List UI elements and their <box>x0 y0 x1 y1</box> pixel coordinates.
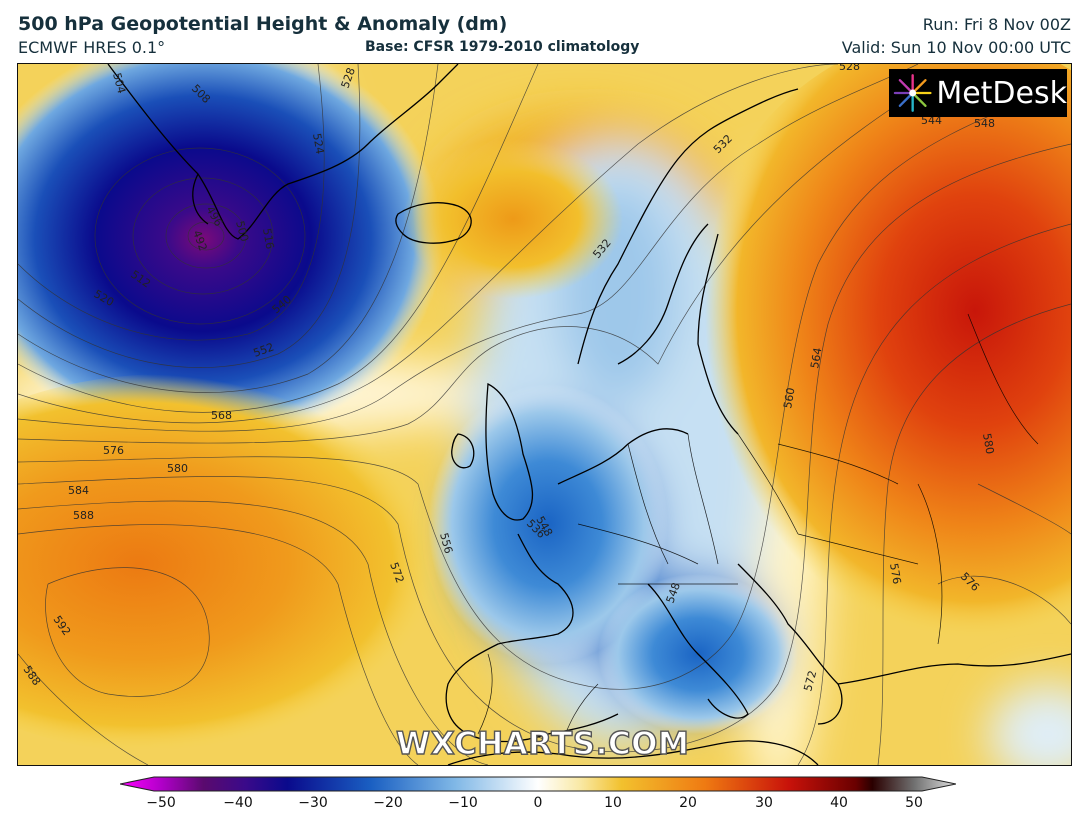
svg-text:564: 564 <box>808 347 824 370</box>
svg-text:516: 516 <box>260 227 276 250</box>
svg-text:556: 556 <box>437 531 455 555</box>
logo-text: MetDesk <box>936 75 1067 111</box>
svg-text:568: 568 <box>211 409 232 422</box>
svg-text:548: 548 <box>974 117 995 130</box>
coastlines <box>107 64 1071 765</box>
colorbar-tick: 10 <box>604 795 622 811</box>
model-name: ECMWF HRES 0.1° <box>18 38 166 57</box>
colorbar-tick: 20 <box>679 795 697 811</box>
colorbar-tick: 50 <box>905 795 923 811</box>
svg-text:504: 504 <box>110 71 128 95</box>
svg-text:560: 560 <box>781 387 797 410</box>
climatology-base: Base: CFSR 1979-2010 climatology <box>365 39 640 55</box>
svg-text:580: 580 <box>167 462 188 475</box>
svg-text:576: 576 <box>887 562 903 585</box>
height-contours <box>18 64 1071 765</box>
metdesk-logo: MetDesk <box>889 69 1067 117</box>
colorbar-tick: 0 <box>533 795 543 811</box>
valid-time: Valid: Sun 10 Nov 00:00 UTC <box>841 38 1071 57</box>
anomaly-map: 508 504 524 528 516 512 520 540 552 568 … <box>18 64 1071 765</box>
colorbar-ticks: −50 −40 −30 −20 −10 0 10 20 30 40 50 <box>0 795 1088 815</box>
chart-title: 500 hPa Geopotential Height & Anomaly (d… <box>18 13 508 35</box>
colorbar-tick: −20 <box>373 795 403 811</box>
country-borders <box>477 313 1039 755</box>
colorbar-tick: 40 <box>830 795 848 811</box>
colorbar-tick: −40 <box>223 795 253 811</box>
svg-text:584: 584 <box>68 484 89 497</box>
svg-text:572: 572 <box>801 669 819 693</box>
colorbar-tick: 30 <box>755 795 773 811</box>
colorbar <box>119 776 957 792</box>
colorbar-tick: −10 <box>448 795 478 811</box>
metdesk-starburst-icon <box>893 74 932 112</box>
svg-text:528: 528 <box>839 64 860 73</box>
run-time: Run: Fri 8 Nov 00Z <box>922 15 1071 34</box>
svg-text:580: 580 <box>980 432 996 455</box>
svg-text:524: 524 <box>310 132 326 155</box>
watermark: WXCHARTS.COM <box>395 725 690 762</box>
svg-text:576: 576 <box>103 444 124 457</box>
colorbar-tick: −50 <box>146 795 176 811</box>
map-panel[interactable]: 508 504 524 528 516 512 520 540 552 568 … <box>17 63 1072 766</box>
colorbar-tick: −30 <box>298 795 328 811</box>
svg-text:588: 588 <box>73 509 94 522</box>
svg-text:500: 500 <box>233 219 251 243</box>
svg-text:544: 544 <box>921 114 942 127</box>
